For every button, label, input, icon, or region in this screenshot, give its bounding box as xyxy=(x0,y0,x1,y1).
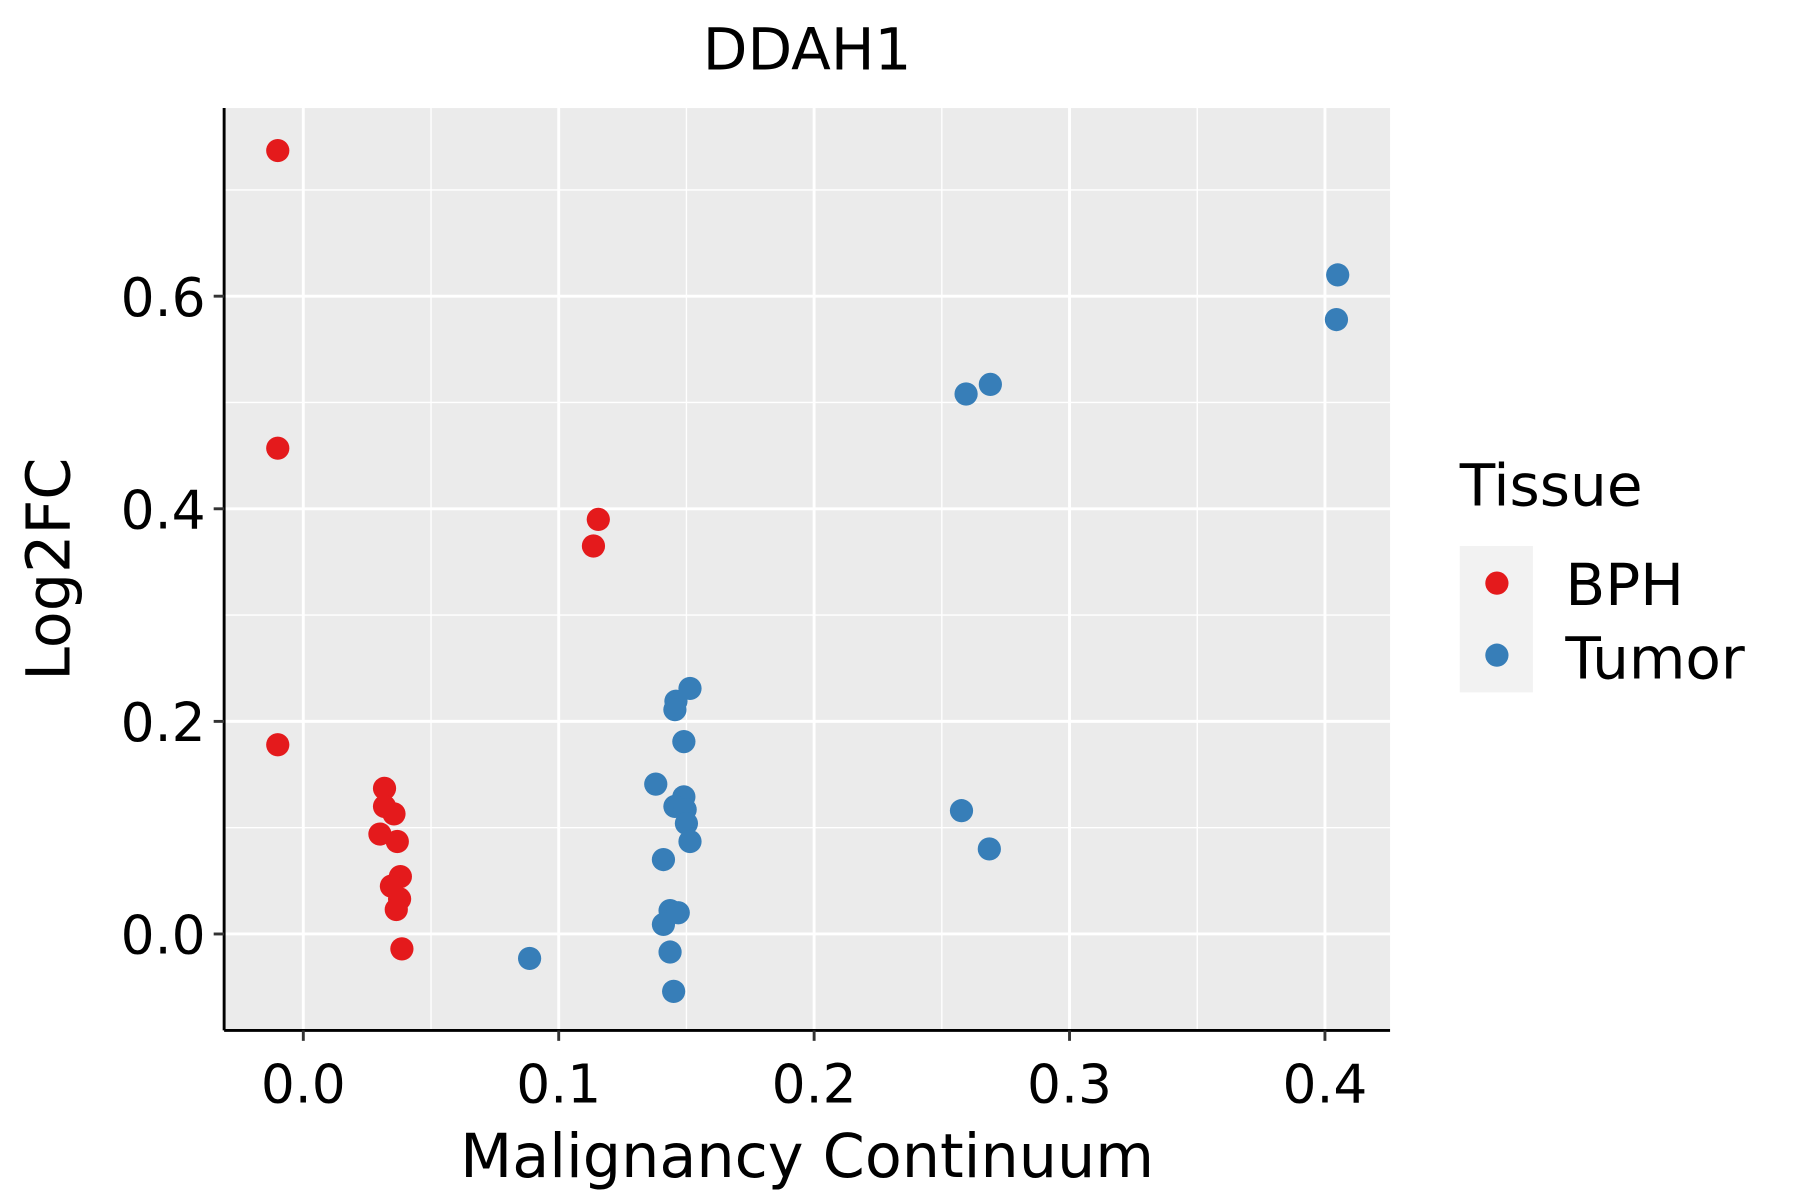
data-point-bph xyxy=(382,802,406,826)
data-point-bph xyxy=(372,776,397,800)
data-point-bph xyxy=(266,436,290,460)
data-point-tumor xyxy=(651,847,676,872)
x-tick-label: 0.2 xyxy=(772,1052,857,1115)
data-point-tumor xyxy=(644,772,668,796)
data-point-bph xyxy=(384,897,408,922)
x-axis-label: Malignancy Continuum xyxy=(460,1122,1154,1192)
data-point-tumor xyxy=(658,940,682,964)
data-point-tumor xyxy=(1324,307,1349,332)
data-point-tumor xyxy=(1326,263,1350,287)
y-tick-label: 0.6 xyxy=(121,266,206,329)
x-tick-label: 0.4 xyxy=(1282,1052,1367,1115)
legend-label-bph: BPH xyxy=(1565,551,1683,619)
data-point-tumor xyxy=(663,698,687,722)
data-point-tumor xyxy=(678,829,702,854)
data-point-bph xyxy=(368,822,392,846)
data-point-bph xyxy=(266,733,290,757)
data-point-tumor xyxy=(672,729,696,754)
data-point-tumor xyxy=(977,837,1001,861)
y-axis-label: Log2FC xyxy=(15,458,85,681)
data-point-tumor xyxy=(978,372,1002,397)
axis-ticks: 0.0 0.1 0.2 0.3 0.4 0.0 0.2 0.4 0.6 xyxy=(121,266,1368,1115)
legend-marker-bph xyxy=(1485,571,1509,595)
grid-lines xyxy=(224,108,1391,1031)
y-tick-label: 0.0 xyxy=(121,904,206,967)
data-point-tumor xyxy=(517,946,542,971)
data-point-bph xyxy=(390,937,414,961)
legend-marker-tumor xyxy=(1485,643,1509,667)
legend-label-tumor: Tumor xyxy=(1564,624,1745,692)
data-point-tumor xyxy=(954,382,978,406)
x-tick-label: 0.1 xyxy=(516,1052,601,1115)
x-tick-label: 0.0 xyxy=(261,1052,346,1115)
legend-title: Tissue xyxy=(1459,451,1643,519)
legend-key-background xyxy=(1459,545,1533,693)
y-tick-label: 0.2 xyxy=(121,691,206,754)
x-tick-label: 0.3 xyxy=(1027,1052,1112,1115)
chart-title: DDAH1 xyxy=(703,16,912,84)
data-point-bph xyxy=(266,138,290,163)
data-points xyxy=(266,138,1350,1004)
data-point-tumor xyxy=(662,979,686,1004)
plot-panel xyxy=(224,108,1391,1031)
data-point-tumor xyxy=(651,912,676,937)
y-tick-label: 0.4 xyxy=(121,479,206,542)
data-point-tumor xyxy=(949,799,974,823)
legend: Tissue BPH Tumor xyxy=(1459,451,1745,692)
data-point-bph xyxy=(581,534,606,558)
data-point-tumor xyxy=(674,811,699,836)
data-point-bph xyxy=(385,829,409,854)
data-point-bph xyxy=(586,507,610,532)
